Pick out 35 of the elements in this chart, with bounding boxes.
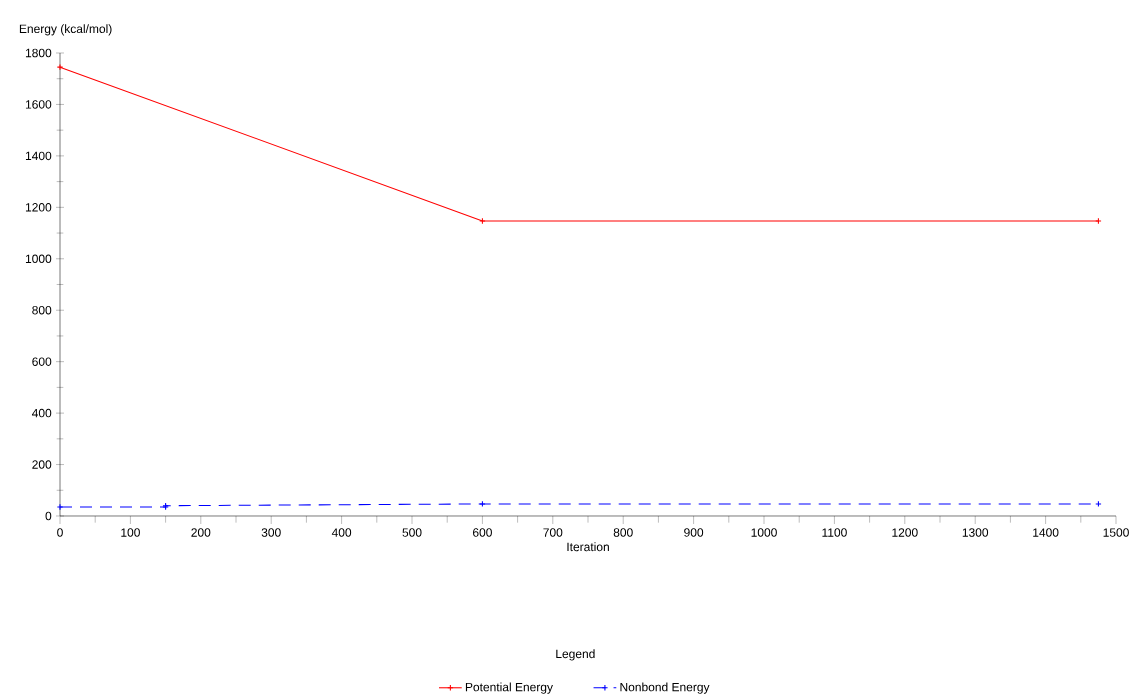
x-tick-label: 1100 [822, 528, 847, 537]
x-tick-label: 800 [613, 528, 633, 537]
x-axis-title: Iteration [567, 542, 609, 552]
y-axis-title: Energy (kcal/mol) [19, 24, 112, 36]
x-tick-label: 1300 [962, 528, 989, 537]
legend-title: Legend [556, 649, 595, 661]
y-tick-label: 1200 [25, 203, 52, 212]
y-tick-label: 1600 [25, 100, 52, 109]
y-tick-label: 0 [45, 511, 52, 521]
x-tick-label: 500 [402, 528, 422, 537]
legend-label: Nonbond Energy [620, 682, 710, 694]
y-tick-label: 800 [32, 305, 52, 315]
x-tick-label: 200 [191, 528, 211, 537]
point [56, 503, 64, 511]
x-tick-label: 600 [473, 528, 492, 537]
x-tick-label: 300 [261, 528, 281, 537]
y-tick-label: 400 [31, 408, 52, 418]
y-tick-label: 1400 [25, 151, 52, 161]
y-tick-label: 600 [32, 357, 52, 366]
x-tick-label: 1200 [892, 528, 918, 537]
x-tick-label: 1500 [1103, 528, 1129, 537]
point [1095, 500, 1102, 508]
point [479, 500, 486, 508]
y-tick-label: 1800 [25, 48, 52, 58]
x-tick-label: 100 [121, 528, 140, 537]
legend-label: Potential Energy [465, 682, 553, 694]
x-tick-label: 1400 [1033, 528, 1059, 537]
x-tick-label: 700 [543, 528, 563, 537]
x-tick-label: 400 [331, 528, 352, 537]
y-tick-label: 200 [32, 460, 52, 469]
point [479, 217, 486, 225]
x-tick-label: 900 [684, 528, 704, 537]
y-tick-label: 1000 [25, 254, 52, 264]
x-tick-label: 0 [57, 528, 63, 537]
x-tick-label: 1000 [751, 528, 777, 537]
